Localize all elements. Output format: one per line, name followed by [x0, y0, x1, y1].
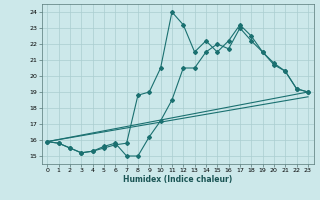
X-axis label: Humidex (Indice chaleur): Humidex (Indice chaleur): [123, 175, 232, 184]
